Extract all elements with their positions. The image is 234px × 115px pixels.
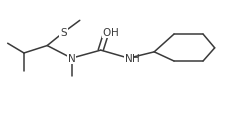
Text: N: N xyxy=(68,54,76,64)
Text: H: H xyxy=(111,28,119,37)
Text: N: N xyxy=(125,54,132,64)
Text: H: H xyxy=(132,54,139,64)
Text: O: O xyxy=(102,28,111,37)
Text: S: S xyxy=(60,28,67,38)
